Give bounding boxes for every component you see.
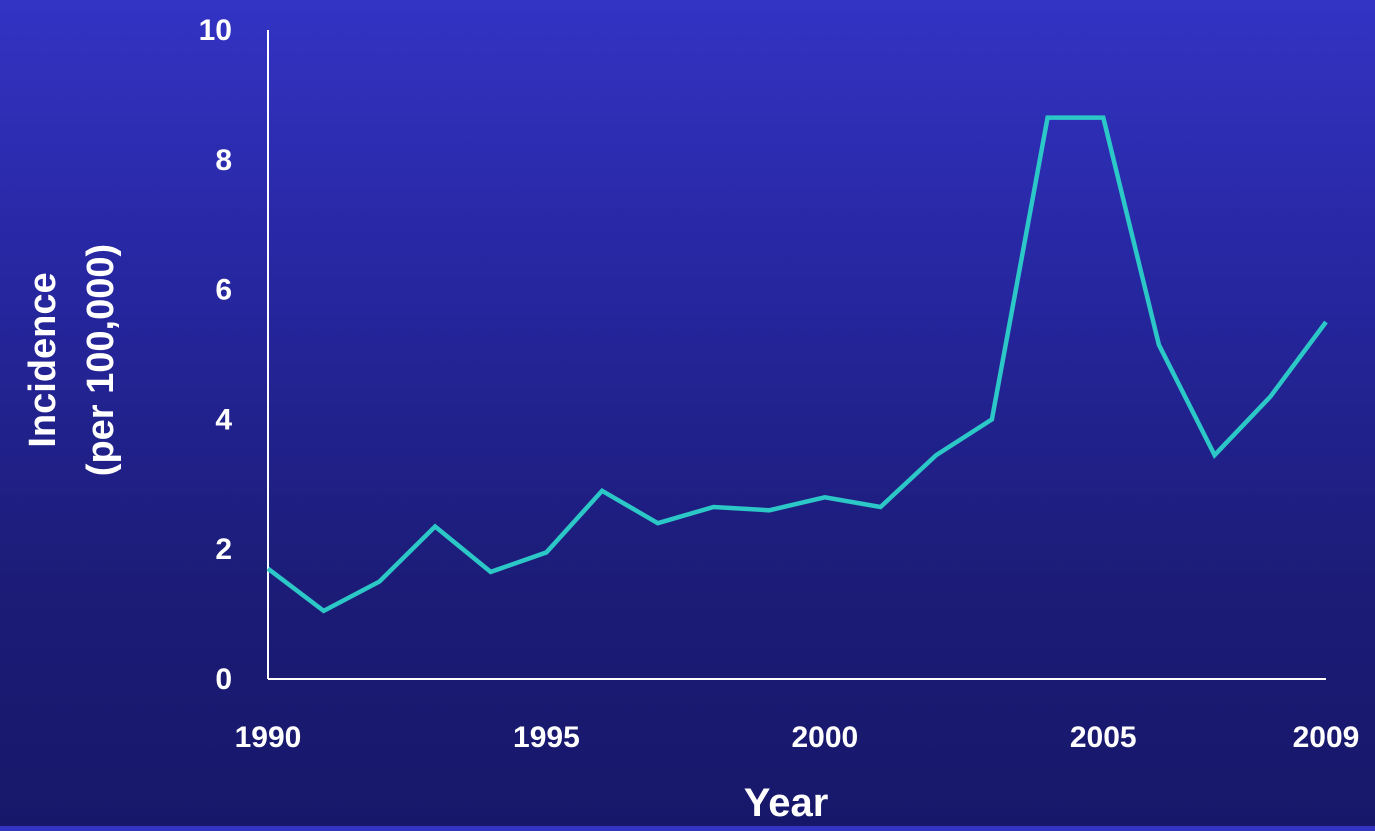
series-line	[266, 115, 1328, 614]
x-axis-title: Year	[744, 781, 829, 825]
y-axis-title-line-1: Incidence	[22, 272, 64, 447]
x-tick-label: 2009	[1293, 721, 1360, 754]
y-tick-label: 4	[215, 403, 232, 436]
series-layer	[266, 115, 1328, 614]
tick-labels: 0 2 4 6 8 10 1990 1995 2000 2005 2009	[199, 14, 1360, 754]
x-tick-label: 2000	[791, 721, 858, 754]
y-tick-label: 0	[215, 663, 232, 696]
axes	[267, 30, 1326, 680]
x-tick-label: 1990	[235, 721, 302, 754]
y-tick-label: 8	[215, 144, 232, 177]
y-axis-title-line-2: (per 100,000)	[80, 244, 122, 476]
y-tick-label: 10	[199, 14, 232, 47]
y-tick-label: 6	[215, 274, 232, 307]
x-tick-label: 2005	[1070, 721, 1137, 754]
y-tick-label: 2	[215, 533, 232, 566]
x-tick-label: 1995	[513, 721, 580, 754]
y-axis-title: Incidence (per 100,000)	[22, 244, 122, 476]
axis-titles: Year Incidence (per 100,000)	[22, 244, 828, 825]
